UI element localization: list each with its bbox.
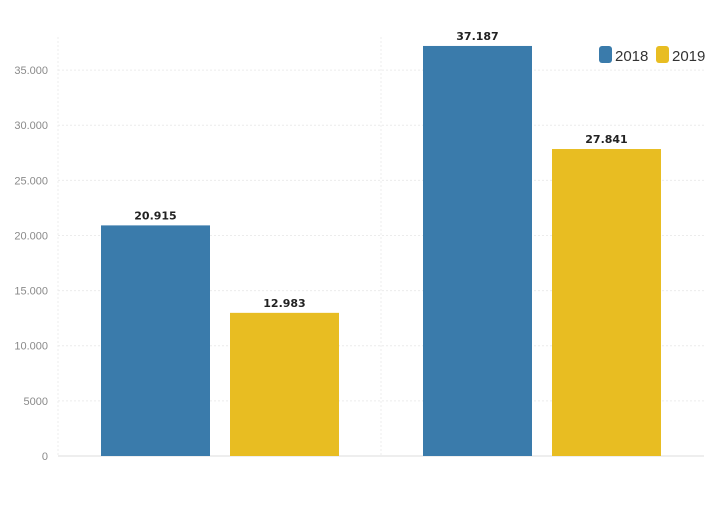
y-tick-label: 15.000	[14, 286, 48, 298]
legend-label-2018: 2018	[615, 48, 648, 65]
data-label-2019: 27.841	[585, 133, 627, 146]
bar-2018	[101, 225, 210, 456]
y-tick-label: 5000	[24, 396, 48, 408]
legend: 2018 2019	[599, 46, 705, 65]
y-axis-tick-labels: 0 5000 10.000 15.000 20.000 25.000 30.000 35.00…	[14, 65, 48, 463]
bar-2019	[552, 149, 661, 456]
bar-2019	[230, 312, 339, 456]
y-tick-label: 10.000	[14, 341, 48, 353]
bars	[101, 45, 661, 457]
category-separators	[57, 37, 382, 456]
y-tick-label: 35.000	[14, 65, 48, 77]
legend-swatch-2019	[656, 46, 669, 63]
y-tick-label: 30.000	[14, 120, 48, 132]
y-tick-label: 0	[42, 451, 48, 463]
legend-swatch-2018	[599, 46, 612, 63]
y-tick-label: 20.000	[14, 230, 48, 242]
legend-label-2019: 2019	[672, 48, 705, 65]
y-tick-label: 25.000	[14, 175, 48, 187]
data-label-2018: 20.915	[134, 209, 176, 222]
data-label-2018: 37.187	[456, 30, 498, 43]
data-labels: 20.915 37.187 12.983 27.841	[134, 30, 627, 310]
bar-2018	[423, 45, 532, 457]
data-label-2019: 12.983	[263, 297, 305, 310]
